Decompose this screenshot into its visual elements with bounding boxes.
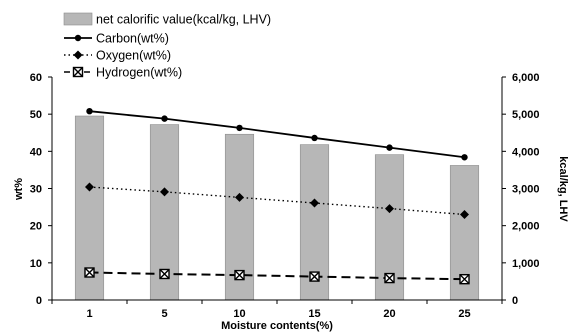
carbon-point-2 [236, 124, 243, 132]
right-tick-label: 4,000 [512, 146, 540, 158]
x-tick-label: 10 [233, 308, 245, 320]
legend-label: Carbon(wt%) [96, 32, 169, 46]
carbon-point-0 [86, 107, 93, 115]
left-tick-label: 20 [30, 221, 42, 233]
left-tick-labels: 0 10 20 30 40 50 60 [30, 72, 42, 307]
oxygen-point-2 [235, 192, 244, 202]
legend-item-net-calorific-value: net calorific value(kcal/kg, LHV) [63, 12, 271, 27]
y-axis-title: wt% [13, 178, 25, 201]
line-series [84, 107, 470, 285]
right-tick-label: 0 [512, 295, 518, 307]
x-tick-label: 15 [308, 308, 320, 320]
carbon-point-5 [461, 154, 468, 161]
oxygen-point-5 [460, 210, 469, 220]
legend-item-hydrogen: Hydrogen(wt%) [64, 66, 182, 80]
legend-item-carbon: Carbon(wt%) [64, 32, 169, 46]
right-tick-label: 5,000 [512, 109, 540, 121]
right-tick-label: 1,000 [512, 258, 540, 270]
right-tick-labels: 0 1,000 2,000 3,000 4,000 5,000 6,000 [512, 72, 540, 307]
hydrogen-point-4 [384, 272, 395, 284]
legend-label: Hydrogen(wt%) [96, 66, 182, 80]
carbon-line [89, 110, 465, 159]
x-axis-title: Moisture contents(%) [221, 320, 333, 332]
carbon-point-4 [386, 144, 393, 151]
axes [48, 76, 506, 304]
hydrogen-point-1 [159, 268, 170, 280]
left-tick-label: 10 [30, 258, 42, 270]
legend-label: Oxygen(wt%) [96, 49, 171, 63]
left-tick-label: 30 [30, 184, 42, 196]
right-tick-label: 6,000 [512, 72, 540, 84]
hydrogen-point-2 [234, 269, 245, 281]
oxygen-point-0 [85, 182, 94, 192]
carbon-point-1 [161, 115, 168, 122]
left-tick-label: 60 [30, 72, 42, 84]
legend-oxygen-point-0 [73, 50, 83, 60]
y2-axis-title: kcal/kg, LHV [557, 156, 569, 222]
x-tick-label: 25 [458, 308, 470, 320]
legend-swatch [63, 12, 93, 26]
x-tick-label: 20 [383, 308, 395, 320]
oxygen-point-1 [160, 187, 169, 197]
carbon-point-3 [311, 134, 318, 142]
legend-label: net calorific value(kcal/kg, LHV) [96, 13, 271, 27]
hydrogen-point-3 [309, 271, 320, 282]
oxygen-point-4 [385, 204, 394, 214]
legend-carbon-point-0 [74, 34, 82, 42]
left-tick-label: 50 [30, 109, 42, 121]
right-tick-label: 2,000 [512, 221, 540, 233]
legend-item-oxygen: Oxygen(wt%) [64, 49, 171, 63]
bar-series [74, 115, 480, 301]
hydrogen-point-5 [459, 273, 470, 285]
left-tick-label: 0 [36, 295, 42, 307]
x-tick-label: 5 [161, 308, 167, 320]
x-tick-label: 1 [86, 308, 92, 320]
legend-hydrogen-point-0 [72, 66, 84, 78]
oxygen-line [89, 186, 465, 216]
oxygen-point-3 [310, 198, 319, 208]
legend: net calorific value(kcal/kg, LHV) Carbon(… [63, 12, 271, 80]
x-tick-labels: 1 5 10 15 20 25 [86, 308, 470, 320]
right-tick-label: 3,000 [512, 184, 540, 196]
hydrogen-point-0 [84, 267, 95, 278]
hydrogen-line [89, 271, 465, 281]
left-tick-label: 40 [30, 146, 42, 158]
